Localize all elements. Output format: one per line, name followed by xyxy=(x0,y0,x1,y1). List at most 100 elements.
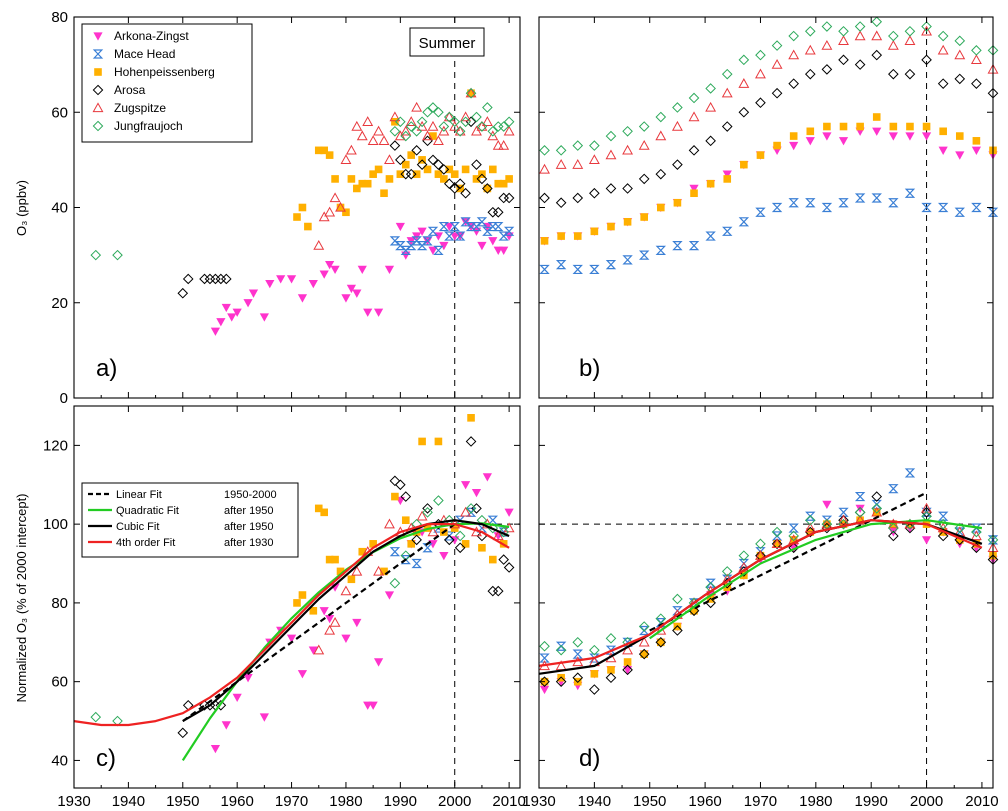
data-point xyxy=(971,45,982,56)
data-point xyxy=(492,139,504,150)
data-point xyxy=(871,30,883,41)
data-point xyxy=(503,116,515,128)
data-point xyxy=(450,170,459,178)
data-point xyxy=(788,542,799,554)
data-point xyxy=(411,145,422,156)
data-point xyxy=(638,621,650,632)
x-tick-label: 2010 xyxy=(965,793,998,810)
data-point xyxy=(939,127,947,136)
legend-marker xyxy=(92,120,104,132)
data-point xyxy=(854,21,866,32)
data-point xyxy=(319,270,329,279)
data-point xyxy=(498,192,509,204)
data-point xyxy=(539,264,550,275)
x-tick-label: 1980 xyxy=(799,793,832,810)
data-point xyxy=(672,593,683,605)
data-point xyxy=(689,184,699,194)
data-point xyxy=(838,507,849,517)
data-point xyxy=(937,78,949,89)
data-point xyxy=(970,530,982,541)
data-point xyxy=(199,273,210,285)
data-point xyxy=(331,175,339,183)
panel-frame xyxy=(538,16,994,399)
data-point xyxy=(492,206,504,218)
data-point xyxy=(572,649,583,659)
data-point xyxy=(411,534,422,546)
data-point xyxy=(804,522,816,533)
data-point xyxy=(454,542,466,554)
data-point xyxy=(476,173,488,185)
data-point xyxy=(588,154,600,165)
data-point xyxy=(821,64,833,75)
data-point xyxy=(422,507,433,518)
data-point xyxy=(482,102,493,113)
data-point xyxy=(353,184,361,193)
data-point xyxy=(555,641,567,651)
season-box xyxy=(409,27,485,57)
data-point xyxy=(329,616,341,627)
data-point xyxy=(389,577,401,589)
data-point xyxy=(854,30,866,41)
data-point xyxy=(887,39,899,50)
data-point xyxy=(313,239,325,250)
data-point xyxy=(405,116,417,126)
data-point xyxy=(407,540,416,548)
data-point xyxy=(572,140,584,151)
data-point xyxy=(937,530,949,542)
data-point xyxy=(622,664,633,676)
series-arkona-zingst xyxy=(539,500,998,695)
data-point xyxy=(335,201,346,212)
data-point xyxy=(112,249,123,261)
data-point xyxy=(854,59,866,70)
data-point xyxy=(460,506,472,517)
data-point xyxy=(297,670,308,679)
data-point xyxy=(90,711,102,723)
data-point xyxy=(954,207,965,217)
data-point xyxy=(823,122,831,131)
y-axis-label-top: O₃ (ppbv) xyxy=(14,180,29,236)
data-point xyxy=(922,122,931,131)
data-point xyxy=(492,121,504,132)
data-point xyxy=(220,273,232,285)
x-tick-label: 1930 xyxy=(522,793,555,810)
data-point xyxy=(539,163,550,174)
data-point xyxy=(319,607,329,616)
data-point xyxy=(401,251,411,260)
data-point xyxy=(346,284,356,294)
data-point xyxy=(590,227,599,236)
data-point xyxy=(499,179,508,188)
data-point xyxy=(215,699,227,711)
data-point xyxy=(871,506,883,517)
data-point xyxy=(320,146,328,155)
data-point xyxy=(722,170,732,179)
data-point xyxy=(438,121,450,132)
data-point xyxy=(921,536,932,545)
data-point xyxy=(954,49,966,60)
data-point xyxy=(380,189,388,198)
data-point xyxy=(937,44,949,55)
data-point xyxy=(805,137,815,146)
data-point xyxy=(259,313,269,322)
data-point xyxy=(357,265,367,275)
data-point xyxy=(363,308,373,317)
data-point xyxy=(622,644,634,655)
data-point xyxy=(345,144,357,155)
data-point xyxy=(454,178,466,189)
data-point xyxy=(461,165,470,174)
data-point xyxy=(395,222,405,232)
data-point xyxy=(298,591,307,599)
data-point xyxy=(539,640,550,652)
data-point xyxy=(987,207,999,217)
data-point xyxy=(622,144,634,155)
data-point xyxy=(971,146,981,155)
data-point xyxy=(489,555,497,564)
data-point xyxy=(821,39,833,50)
data-point xyxy=(265,280,275,289)
x-tick-label: 1950 xyxy=(166,793,199,810)
data-point xyxy=(472,175,481,183)
data-point xyxy=(438,221,450,232)
legend-marker xyxy=(92,49,104,59)
data-point xyxy=(314,504,323,513)
data-point xyxy=(771,538,783,549)
data-point xyxy=(738,566,750,577)
